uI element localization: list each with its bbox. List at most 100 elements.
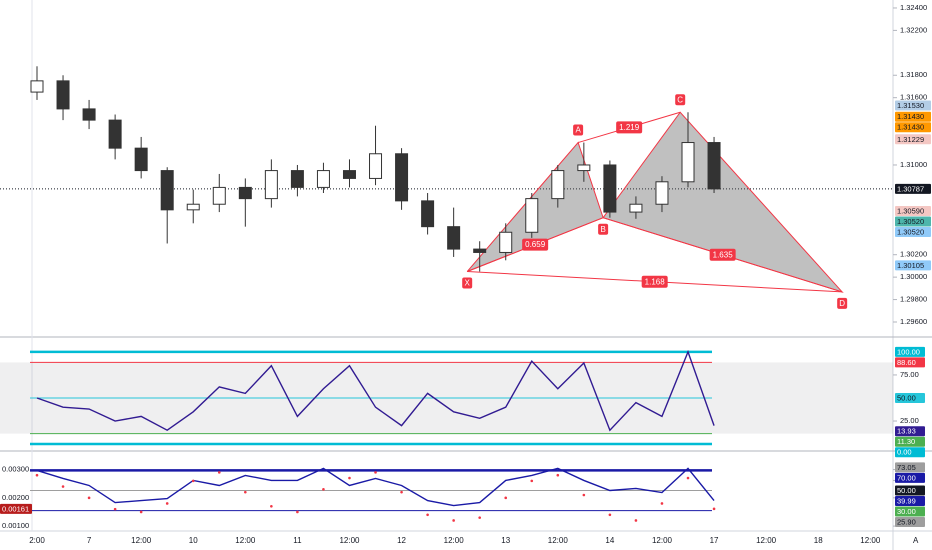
dot [400, 490, 403, 494]
candle-body [134, 147, 148, 172]
dot [452, 519, 455, 522]
dot [217, 471, 221, 474]
x-tick-label: 10 [189, 536, 198, 545]
candle-body [525, 198, 539, 233]
candle-body [473, 248, 487, 253]
axis-label: 73.05 [897, 463, 916, 472]
dot [478, 516, 481, 519]
axis-label: 1.31430 [897, 112, 924, 121]
pattern-point-box [675, 94, 686, 106]
axis-label: 1.30520 [897, 217, 924, 226]
candle-body [290, 170, 304, 188]
axis-label-box [895, 462, 925, 473]
candle-body [577, 164, 591, 172]
dot [504, 496, 508, 500]
axis-label: 1.30520 [897, 227, 924, 236]
ratio-label: 0.659 [525, 240, 546, 249]
x-tick-label: 13 [501, 536, 510, 545]
axis-label: 1.31530 [897, 101, 924, 110]
x-tick-label: 12:00 [444, 536, 465, 545]
axis-label-box [895, 392, 925, 403]
ratio-box [641, 275, 668, 288]
dot [426, 513, 429, 517]
candle-body [108, 119, 122, 149]
x-tick-label: 12:00 [235, 536, 256, 545]
ratio-label: 1.168 [645, 277, 666, 286]
y-tick-label: 1.31000 [900, 160, 927, 169]
candle-body [499, 231, 513, 253]
dot [582, 493, 586, 497]
y-tick-label: 0.00200 [2, 493, 29, 502]
axis-label-box [895, 260, 931, 271]
dot [61, 485, 65, 488]
candle-body [212, 186, 226, 205]
axis-label-box [895, 426, 925, 437]
dot [530, 479, 534, 483]
x-tick-label: 7 [87, 536, 92, 545]
dot [296, 510, 299, 514]
pattern-point-label: D [839, 299, 845, 308]
axis-label: 1.30590 [897, 206, 924, 215]
dot [87, 496, 91, 500]
x-tick-label: 17 [710, 536, 719, 545]
axis-label-box [895, 226, 931, 237]
x-tick-label: 12:00 [131, 536, 152, 545]
y-tick-label: 1.30000 [900, 272, 927, 281]
axis-label: 30.00 [897, 507, 916, 516]
axis-label-box [895, 111, 931, 122]
dot [686, 476, 690, 480]
candle-body [264, 170, 278, 200]
candle-body [186, 203, 200, 211]
dot [270, 505, 273, 508]
ratio-box [522, 238, 549, 251]
axis-label-box [895, 472, 925, 483]
axis-label: 1.31430 [897, 123, 924, 132]
candle-body [56, 80, 70, 110]
y-tick-label: 75.00 [900, 370, 919, 379]
x-tick-label: 12:00 [756, 536, 777, 545]
pattern-point-label: X [465, 279, 471, 288]
x-tick-label: 12:00 [339, 536, 360, 545]
dot [35, 473, 39, 477]
ratio-label: 1.219 [619, 123, 640, 132]
axis-label: 11.30 [897, 437, 915, 446]
dot [139, 510, 143, 514]
corner-label: A [913, 536, 919, 545]
pattern-point-box [598, 223, 609, 235]
candle-body [160, 170, 174, 211]
y-tick-label: 25.00 [900, 416, 919, 425]
pattern-point-box [462, 277, 473, 289]
x-tick-label: 18 [814, 536, 823, 545]
dot [634, 519, 638, 522]
dot [322, 488, 325, 491]
dot [113, 507, 117, 511]
axis-label-box [0, 503, 32, 514]
axis-label: 1.31229 [897, 135, 924, 144]
candle-body [82, 108, 96, 121]
dot [244, 490, 247, 494]
candle-body [655, 181, 669, 205]
candle-body [395, 153, 409, 202]
axis-label: 50.00 [897, 486, 916, 495]
ratio-box [616, 121, 643, 134]
indicator-line [36, 349, 715, 432]
axis-label-box [895, 516, 925, 527]
dot [165, 502, 169, 505]
dot [348, 476, 351, 480]
pattern-point-box [573, 124, 584, 136]
y-tick-label: 1.32400 [900, 3, 927, 12]
candle-body [707, 142, 721, 190]
axis-label-box [895, 100, 931, 111]
axis-label: 0.00 [897, 448, 912, 457]
y-tick-label: 1.29600 [900, 317, 927, 326]
dot [660, 502, 664, 505]
candle-body [681, 142, 695, 183]
axis-label-box [895, 447, 925, 458]
y-tick-label: 1.31600 [900, 93, 927, 102]
x-tick-label: 14 [605, 536, 614, 545]
pattern-point-label: A [575, 126, 581, 135]
candle-body [421, 200, 435, 228]
axis-label: 25.90 [897, 517, 916, 526]
